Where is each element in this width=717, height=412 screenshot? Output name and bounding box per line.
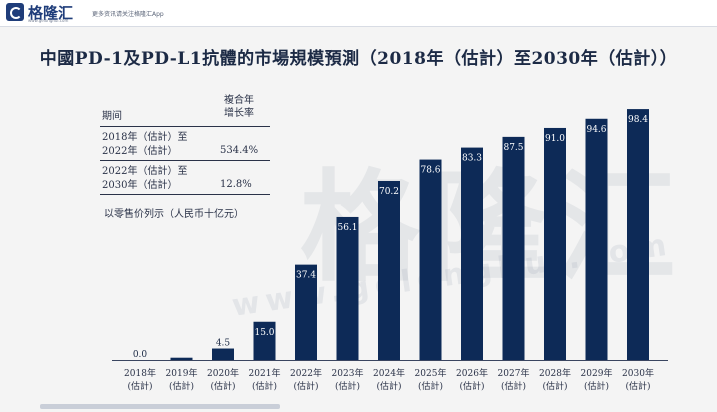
data-label: 83.3 (462, 154, 482, 164)
unit-note: 以零售价列示（人民币十亿元） (104, 209, 244, 220)
top-bar: 格隆汇 www.gelonghui.com 更多资讯请关注格隆汇App (0, 0, 717, 27)
x-tick-label: 2030年 (622, 367, 654, 379)
cagr-table-header: 期间 複合年 增长率 (100, 92, 270, 127)
x-tick-sublabel: (估計) (252, 380, 277, 392)
bar (461, 147, 483, 360)
x-tick-sublabel: (估計) (625, 380, 650, 392)
x-tick-label: 2020年 (207, 367, 239, 379)
x-tick-sublabel: (估計) (459, 380, 484, 392)
x-tick-label: 2027年 (498, 367, 530, 379)
x-tick-label: 2028年 (539, 367, 571, 379)
x-tick-sublabel: (估計) (335, 380, 360, 392)
source-footnote (40, 404, 280, 409)
cagr-row-period: 2018年（估計）至 2022年（估計） (102, 132, 188, 157)
x-tick-label: 2018年 (124, 367, 156, 379)
cagr-row-period: 2022年（估計）至 2030年（估計） (102, 166, 188, 191)
x-tick-label: 2029年 (581, 367, 613, 379)
cagr-row: 2022年（估計）至 2030年（估計） 12.8% (100, 161, 270, 195)
bar (336, 216, 359, 360)
bar (295, 264, 317, 360)
brand-slogan: 更多资讯请关注格隆汇App (92, 11, 164, 18)
x-tick-sublabel: (估計) (293, 380, 318, 392)
x-tick-label: 2022年 (290, 367, 322, 379)
x-tick-sublabel: (估計) (127, 380, 152, 392)
x-tick-label: 2026年 (456, 367, 488, 379)
brand-name: 格隆汇 (28, 4, 74, 22)
x-tick-sublabel: (估計) (584, 380, 609, 392)
bar (170, 357, 193, 360)
x-tick-label: 2024年 (373, 367, 405, 379)
data-label: 15.0 (254, 328, 274, 338)
x-tick-sublabel: (估計) (542, 380, 567, 392)
bar (212, 348, 234, 360)
data-label: 87.5 (503, 143, 523, 153)
bar (544, 127, 566, 360)
data-label: 78.6 (420, 166, 440, 176)
cagr-table: 期间 複合年 增长率 2018年（估計）至 2022年（估計） 534.4% 2… (100, 92, 270, 195)
x-tick-label: 2021年 (249, 367, 281, 379)
x-tick-label: 2019年 (166, 367, 198, 379)
bar (627, 109, 649, 360)
bar (502, 136, 525, 360)
data-label: 94.6 (586, 125, 606, 135)
cagr-column-header: 複合年 增长率 (224, 95, 254, 119)
bar (378, 180, 400, 360)
x-tick-label: 2025年 (415, 367, 447, 379)
data-label: 0.0 (133, 350, 148, 360)
x-tick-sublabel: (估計) (418, 380, 443, 392)
period-column-header: 期间 (102, 111, 122, 122)
cagr-row-value: 12.8% (220, 179, 252, 190)
bar (419, 159, 442, 360)
x-tick-sublabel: (估計) (376, 380, 401, 392)
data-label: 37.4 (296, 271, 316, 281)
gelonghui-logo-icon (6, 3, 24, 21)
data-label: 56.1 (337, 223, 357, 233)
x-tick-label: 2023年 (332, 367, 364, 379)
x-tick-sublabel: (估計) (169, 380, 194, 392)
x-tick-sublabel: (估計) (501, 380, 526, 392)
data-label: 4.5 (216, 339, 231, 349)
cagr-row-value: 534.4% (220, 145, 259, 156)
data-label: 98.4 (628, 115, 648, 125)
data-label: 91.0 (545, 134, 565, 144)
x-tick-sublabel: (估計) (210, 380, 235, 392)
bar (253, 321, 276, 360)
cagr-row: 2018年（估計）至 2022年（估計） 534.4% (100, 127, 270, 161)
bar (585, 118, 608, 361)
data-label: 70.2 (379, 187, 399, 197)
brand-url: www.gelonghui.com (28, 18, 69, 23)
chart-title: 中國PD-1及PD-L1抗體的市場規模預測（2018年（估計）至2030年（估計… (39, 49, 678, 69)
